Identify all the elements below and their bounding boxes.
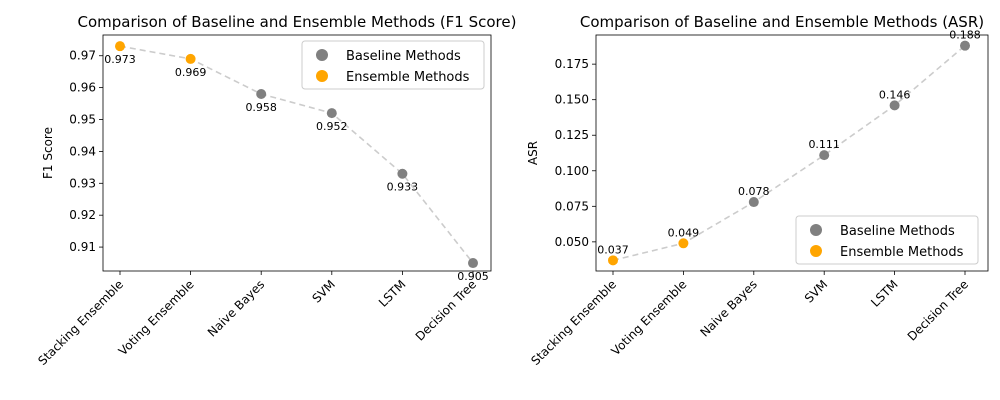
data-point xyxy=(468,258,478,269)
y-tick-label: 0.075 xyxy=(555,199,589,213)
connector-line xyxy=(612,45,966,262)
data-point xyxy=(748,197,759,208)
legend-box xyxy=(301,40,485,90)
data-point xyxy=(608,255,618,266)
legend-marker xyxy=(810,245,822,257)
x-tick-label: Stacking Ensemble xyxy=(528,277,619,368)
y-tick-label: 0.97 xyxy=(69,49,96,63)
y-tick-label: 0.92 xyxy=(69,208,96,222)
data-point xyxy=(397,168,408,179)
legend-marker xyxy=(316,49,328,61)
data-label: 0.049 xyxy=(668,226,700,239)
data-point xyxy=(960,40,970,51)
connector-line xyxy=(119,45,474,264)
y-axis-label: F1 Score xyxy=(41,127,55,179)
data-point xyxy=(819,150,830,161)
chart-title: Comparison of Baseline and Ensemble Meth… xyxy=(580,13,984,31)
y-tick-label: 0.96 xyxy=(69,81,96,95)
legend: Baseline Methods Ensemble Methods xyxy=(795,215,979,265)
x-tick-label: Voting Ensemble xyxy=(116,277,197,358)
data-label: 0.933 xyxy=(387,181,419,194)
legend-entry: Ensemble Methods xyxy=(346,70,470,85)
plot-frame xyxy=(595,34,989,272)
x-tick-label: Decision Tree xyxy=(905,277,971,343)
chart-2: Comparison of Baseline and Ensemble Meth… xyxy=(526,13,989,368)
data-point xyxy=(889,100,900,111)
y-tick-label: 0.150 xyxy=(555,93,589,107)
legend: Baseline Methods Ensemble Methods xyxy=(301,40,485,90)
data-label: 0.146 xyxy=(879,88,911,101)
x-tick-label: Naive Bayes xyxy=(697,277,759,339)
y-tick-label: 0.175 xyxy=(555,57,589,71)
y-tick-label: 0.050 xyxy=(555,235,589,249)
legend-entry: Baseline Methods xyxy=(840,224,955,239)
x-tick-label: Stacking Ensemble xyxy=(35,277,126,368)
x-tick-label: LSTM xyxy=(868,277,901,310)
chart-1: Comparison of Baseline and Ensemble Meth… xyxy=(35,13,516,368)
data-point xyxy=(185,53,196,64)
plot-frame xyxy=(102,34,492,272)
data-point xyxy=(256,89,267,99)
x-tick-label: Voting Ensemble xyxy=(609,277,690,358)
legend-entry: Baseline Methods xyxy=(346,49,461,64)
y-axis-label: ASR xyxy=(526,141,540,165)
data-point xyxy=(326,108,337,119)
legend-marker xyxy=(316,70,328,82)
data-label: 0.078 xyxy=(738,185,770,198)
data-point xyxy=(678,238,689,249)
x-tick-label: Decision Tree xyxy=(413,277,479,343)
legend-entry: Ensemble Methods xyxy=(840,245,964,260)
y-tick-label: 0.125 xyxy=(555,128,589,142)
data-point xyxy=(115,41,125,52)
data-label: 0.905 xyxy=(457,270,489,283)
x-tick-label: LSTM xyxy=(376,277,409,310)
y-tick-label: 0.91 xyxy=(69,240,96,254)
y-tick-label: 0.100 xyxy=(555,164,589,178)
legend-marker xyxy=(810,224,822,236)
x-tick-label: SVM xyxy=(802,277,830,305)
data-label: 0.952 xyxy=(316,120,348,133)
y-tick-label: 0.94 xyxy=(69,144,96,158)
data-label: 0.958 xyxy=(245,101,277,114)
chart-title: Comparison of Baseline and Ensemble Meth… xyxy=(78,13,517,31)
x-tick-label: SVM xyxy=(310,277,338,305)
y-tick-label: 0.95 xyxy=(69,113,96,127)
y-tick-label: 0.93 xyxy=(69,176,96,190)
x-tick-label: Naive Bayes xyxy=(205,277,267,339)
data-label: 0.969 xyxy=(175,66,207,79)
data-label: 0.037 xyxy=(597,243,629,256)
data-label: 0.111 xyxy=(808,138,840,151)
legend-box xyxy=(795,215,979,265)
data-label: 0.973 xyxy=(104,53,136,66)
